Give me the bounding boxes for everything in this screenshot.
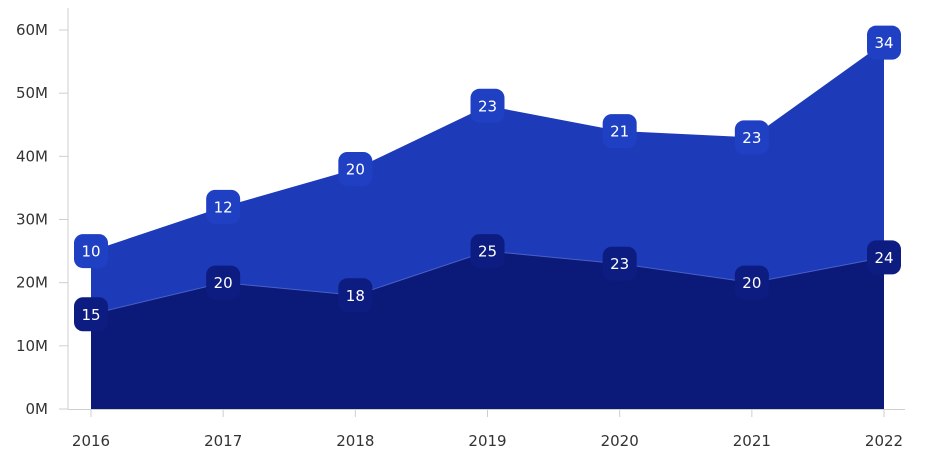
data-label-series-2-text: 23 xyxy=(742,129,761,147)
x-tick-label: 2020 xyxy=(601,432,639,450)
y-tick-label: 30M xyxy=(16,211,48,229)
data-label-series-2-text: 20 xyxy=(346,160,365,178)
data-label-series-1-text: 20 xyxy=(214,274,233,292)
data-label-series-2-bg xyxy=(867,25,901,60)
y-tick-label: 60M xyxy=(16,21,48,39)
data-label-series-1-bg xyxy=(602,246,637,281)
y-tick-label: 0M xyxy=(26,400,49,418)
y-tick-label: 20M xyxy=(16,274,48,292)
y-tick-label: 10M xyxy=(16,337,48,355)
area-series-1 xyxy=(91,251,884,409)
data-label-series-2-text: 10 xyxy=(81,243,100,261)
data-label-series-2: 23 xyxy=(734,120,769,155)
data-label-series-1-bg xyxy=(470,234,505,269)
data-label-series-2: 20 xyxy=(338,151,373,186)
y-tick-label: 50M xyxy=(16,84,48,102)
x-tick-label: 2017 xyxy=(204,432,242,450)
data-label-series-2-bg xyxy=(602,114,637,149)
data-label-series-1: 25 xyxy=(470,234,505,269)
data-label-series-1-text: 15 xyxy=(81,306,100,324)
areas-layer xyxy=(90,42,885,410)
data-label-series-2-bg xyxy=(206,189,241,224)
data-label-series-1: 18 xyxy=(338,278,373,313)
data-label-series-1-text: 25 xyxy=(478,243,497,261)
data-label-series-1: 23 xyxy=(602,246,637,281)
data-label-series-2-text: 12 xyxy=(214,198,233,216)
data-label-series-1: 20 xyxy=(734,265,769,300)
data-label-series-1-bg xyxy=(734,265,769,300)
data-label-series-2-bg xyxy=(734,120,769,155)
data-label-series-2: 23 xyxy=(470,88,505,123)
x-tick-label: 2019 xyxy=(468,432,506,450)
data-label-series-1-text: 23 xyxy=(610,255,629,273)
x-axis-ticks: 2016 2017 2018 2019 2020 2021 2022 xyxy=(72,409,903,450)
data-labels-layer: 15 20 18 25 23 20 24 10 12 20 23 21 23 34 xyxy=(74,25,901,332)
data-label-series-1: 24 xyxy=(867,240,901,275)
data-label-series-2-bg xyxy=(470,88,505,123)
x-tick-label: 2018 xyxy=(336,432,374,450)
data-label-series-2-bg xyxy=(338,151,373,186)
data-label-series-1-bg xyxy=(338,278,373,313)
data-label-series-1: 15 xyxy=(74,297,108,332)
data-label-series-1-bg xyxy=(867,240,901,275)
data-label-series-1-text: 18 xyxy=(346,287,365,305)
axes-layer xyxy=(67,8,905,410)
data-label-series-1-text: 24 xyxy=(874,249,893,267)
data-label-series-2-bg xyxy=(74,234,108,269)
data-label-series-1-bg xyxy=(206,265,241,300)
x-tick-label: 2022 xyxy=(865,432,903,450)
data-label-series-1: 20 xyxy=(206,265,241,300)
data-label-series-2: 12 xyxy=(206,189,241,224)
data-label-series-2-text: 23 xyxy=(478,97,497,115)
y-tick-label: 40M xyxy=(16,147,48,165)
x-tick-label: 2021 xyxy=(733,432,771,450)
data-label-series-1-bg xyxy=(74,297,108,332)
data-label-series-2: 21 xyxy=(602,114,637,149)
data-label-series-2: 34 xyxy=(867,25,901,60)
data-label-series-2: 10 xyxy=(74,234,108,269)
data-label-series-1-text: 20 xyxy=(742,274,761,292)
y-axis-ticks: 0M 10M 20M 30M 40M 50M 60M xyxy=(16,21,68,418)
x-tick-label: 2016 xyxy=(72,432,110,450)
data-label-series-2-text: 34 xyxy=(874,34,893,52)
data-label-series-2-text: 21 xyxy=(610,123,629,141)
